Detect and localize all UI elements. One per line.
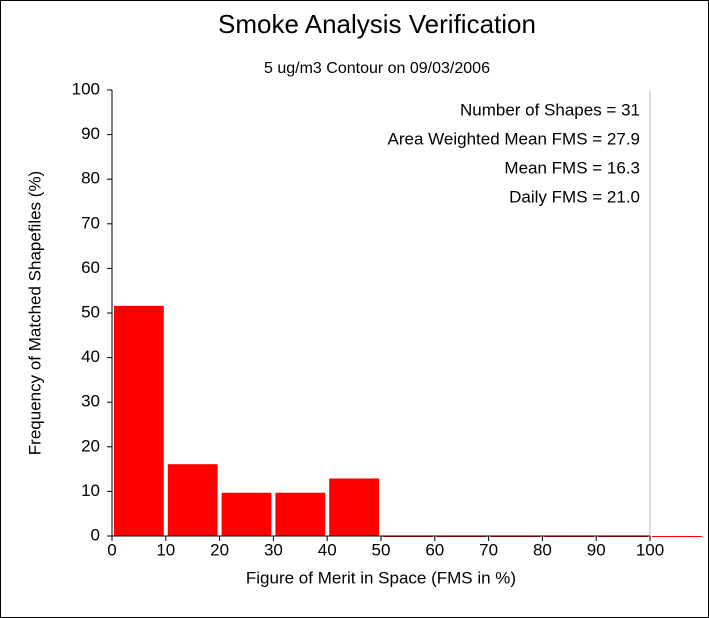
bar xyxy=(652,536,702,537)
bar xyxy=(275,492,326,536)
x-tick-label: 80 xyxy=(533,540,552,559)
annotation: Number of Shapes = 31 xyxy=(460,100,640,119)
x-tick-label: 100 xyxy=(636,540,664,559)
annotation: Mean FMS = 16.3 xyxy=(504,158,640,177)
annotation: Area Weighted Mean FMS = 27.9 xyxy=(388,129,640,148)
y-tick-label: 100 xyxy=(72,79,100,98)
y-tick-label: 90 xyxy=(81,124,100,143)
x-tick-label: 90 xyxy=(587,540,606,559)
x-tick-label: 60 xyxy=(425,540,444,559)
x-tick-label: 20 xyxy=(210,540,229,559)
x-tick-label: 0 xyxy=(107,540,116,559)
x-tick-label: 30 xyxy=(264,540,283,559)
bar xyxy=(167,464,218,536)
y-tick-label: 0 xyxy=(91,525,100,544)
bar xyxy=(114,305,164,536)
x-tick-label: 70 xyxy=(479,540,498,559)
y-tick-label: 30 xyxy=(81,392,100,411)
y-tick-label: 80 xyxy=(81,169,100,188)
y-axis-label: Frequency of Matched Shapefiles (%) xyxy=(25,171,44,455)
chart-subtitle: 5 ug/m3 Contour on 09/03/2006 xyxy=(264,60,490,77)
y-tick-label: 70 xyxy=(81,213,100,232)
bar xyxy=(329,478,379,536)
x-axis-label: Figure of Merit in Space (FMS in %) xyxy=(246,568,516,587)
y-tick-label: 50 xyxy=(81,302,100,321)
y-tick-label: 60 xyxy=(81,258,100,277)
bar xyxy=(221,492,272,536)
x-tick-label: 10 xyxy=(156,540,175,559)
x-tick-label: 50 xyxy=(372,540,391,559)
chart-title: Smoke Analysis Verification xyxy=(218,9,536,39)
x-tick-label: 40 xyxy=(318,540,337,559)
y-tick-label: 10 xyxy=(81,481,100,500)
annotation: Daily FMS = 21.0 xyxy=(509,187,640,206)
y-tick-label: 20 xyxy=(81,436,100,455)
y-tick-label: 40 xyxy=(81,347,100,366)
